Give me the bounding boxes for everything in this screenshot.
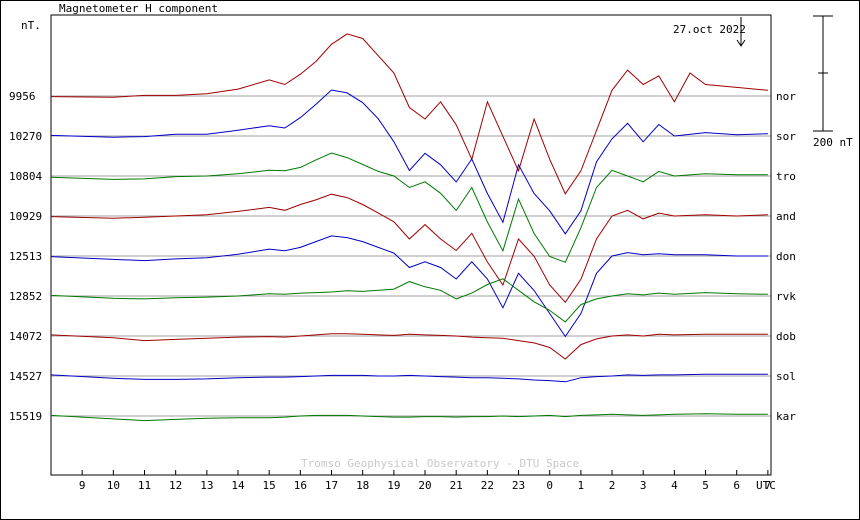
watermark-text: Tromso Geophysical Observatory - DTU Spa… (301, 457, 579, 470)
station-label-kar: kar (776, 410, 796, 423)
curve-dob (50, 333, 768, 360)
baseline-value-nor: 9956 (9, 90, 36, 103)
plot-border (50, 14, 772, 476)
x-tick-label-21: 21 (450, 479, 463, 492)
station-curves (50, 33, 768, 422)
x-tick-label-4: 4 (671, 479, 678, 492)
curve-tro (50, 152, 768, 263)
x-tick-label-19: 19 (387, 479, 400, 492)
curve-rvk (50, 278, 768, 323)
baseline-value-don: 12513 (9, 250, 42, 263)
station-label-nor: nor (776, 90, 796, 103)
curve-sol (50, 373, 768, 383)
x-tick-label-20: 20 (418, 479, 431, 492)
x-tick-label-13: 13 (200, 479, 213, 492)
x-tick-label-12: 12 (169, 479, 182, 492)
x-tick-label-2: 2 (609, 479, 616, 492)
x-tick-label-15: 15 (263, 479, 276, 492)
x-tick-label-7: 7 (765, 479, 772, 492)
x-tick-label-18: 18 (356, 479, 369, 492)
x-tick-label-1: 1 (578, 479, 585, 492)
station-label-and: and (776, 210, 796, 223)
x-tick-label-22: 22 (481, 479, 494, 492)
x-tick-label-0: 0 (546, 479, 553, 492)
y-unit-label: nT. (21, 19, 41, 32)
baseline-value-sor: 10270 (9, 130, 42, 143)
station-label-sol: sol (776, 370, 796, 383)
scale-bar-label: 200 nT (813, 136, 853, 149)
x-tick-label-17: 17 (325, 479, 338, 492)
x-tick-label-14: 14 (231, 479, 245, 492)
station-label-dob: dob (776, 330, 796, 343)
x-tick-label-9: 9 (79, 479, 86, 492)
baseline-value-and: 10929 (9, 210, 42, 223)
curve-kar (50, 413, 768, 422)
baseline-value-dob: 14072 (9, 330, 42, 343)
curve-nor (50, 33, 768, 195)
curve-sor (50, 89, 768, 235)
station-label-rvk: rvk (776, 290, 796, 303)
station-label-don: don (776, 250, 796, 263)
scale-bar (813, 15, 833, 132)
x-axis-label: UTC (756, 479, 776, 492)
x-tick-label-11: 11 (138, 479, 151, 492)
baseline-value-tro: 10804 (9, 170, 42, 183)
x-tick-label-5: 5 (702, 479, 709, 492)
station-labels: 9956 nor 10270 sor 10804 tro 10929 and 12513 don 1… (9, 90, 796, 423)
plot-frame (50, 14, 772, 476)
x-tick-label-6: 6 (733, 479, 740, 492)
baseline-grid (51, 95, 771, 417)
x-axis-ticks: 9 10 11 12 13 14 15 16 17 18 19 20 21 22 23 0 1 2 3 4 5 6 7 (79, 470, 771, 492)
x-tick-label-23: 23 (512, 479, 525, 492)
curve-and (50, 193, 768, 304)
station-label-tro: tro (776, 170, 796, 183)
baseline-value-kar: 15519 (9, 410, 42, 423)
x-tick-label-10: 10 (107, 479, 120, 492)
date-marker-arrow (736, 17, 746, 47)
station-label-sor: sor (776, 130, 796, 143)
date-label: 27.oct 2022 (673, 23, 746, 36)
baseline-value-sol: 14527 (9, 370, 42, 383)
baseline-value-rvk: 12852 (9, 290, 42, 303)
curve-don (50, 235, 768, 338)
x-tick-label-16: 16 (294, 479, 307, 492)
x-tick-label-3: 3 (640, 479, 647, 492)
chart-title: Magnetometer H component (59, 2, 218, 15)
